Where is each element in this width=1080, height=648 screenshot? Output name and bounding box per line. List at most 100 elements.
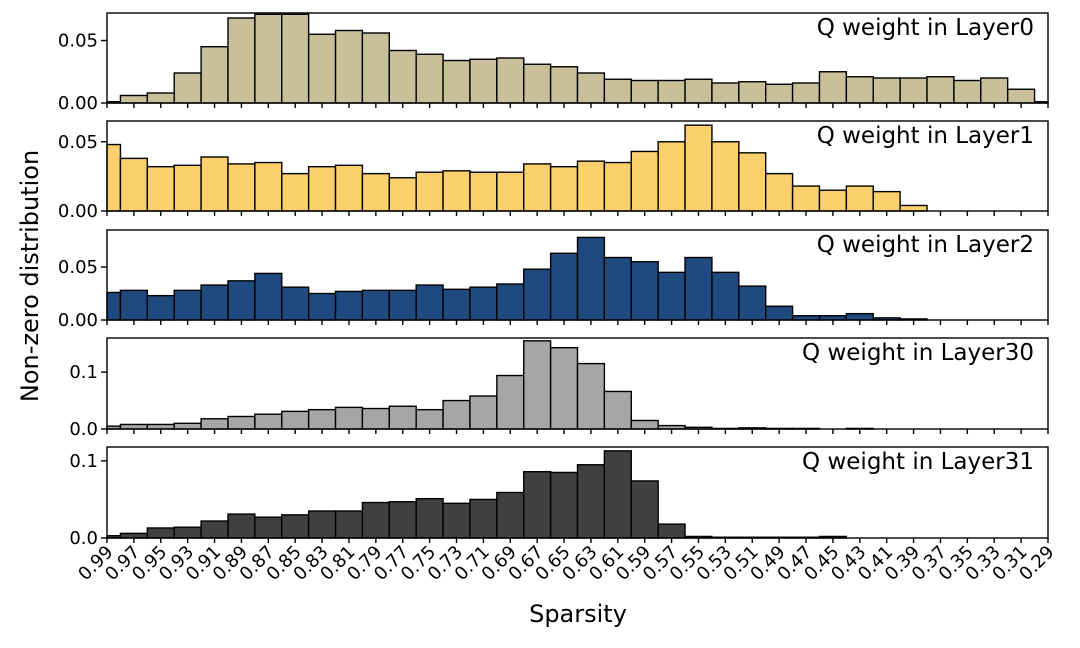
y-tick-label: 0.00 [58, 310, 98, 331]
bar [738, 81, 767, 104]
bar [334, 510, 364, 539]
bar [523, 268, 552, 321]
panel-frame [106, 446, 1049, 539]
bar [496, 374, 525, 430]
panel-title: Q weight in Layer1 [817, 123, 1034, 149]
bar [496, 57, 525, 104]
bar [549, 346, 579, 430]
bar [281, 13, 310, 104]
bar [254, 13, 283, 104]
bar [603, 390, 632, 430]
bar [576, 72, 606, 104]
bar [684, 256, 713, 321]
bar [576, 160, 606, 212]
bar [523, 340, 552, 430]
bar [899, 204, 928, 212]
bar [765, 172, 794, 212]
bar [173, 289, 202, 321]
bar [254, 516, 283, 539]
bar [307, 165, 337, 212]
bar [307, 292, 337, 321]
bar [603, 161, 632, 212]
bar [576, 464, 606, 539]
bar [926, 76, 955, 104]
bar [119, 289, 149, 321]
panel-layer-0: 0.00 0.05 Q weight in Layer0 [58, 12, 1049, 114]
x-axis-label: Sparsity [529, 600, 627, 628]
bar [603, 256, 632, 321]
bar [361, 289, 390, 321]
bar [845, 76, 874, 104]
bar [496, 171, 525, 212]
bar [818, 71, 848, 104]
bar [388, 49, 417, 104]
bar [146, 294, 175, 321]
bar [657, 79, 686, 104]
bar [980, 77, 1009, 104]
bar [872, 190, 901, 212]
bar [415, 284, 444, 321]
panel-layer-4: 0.0 0.1 Q weight in Layer31 [69, 446, 1049, 549]
bar [791, 82, 821, 104]
bar [334, 164, 364, 212]
y-tick-label: 0.05 [58, 31, 98, 52]
bar [549, 66, 579, 104]
bar [442, 170, 471, 212]
bar [630, 150, 659, 212]
bar [281, 514, 310, 539]
panel-title: Q weight in Layer2 [817, 232, 1034, 258]
bar [146, 527, 175, 539]
bar [173, 164, 202, 212]
bar [334, 406, 364, 430]
bar [576, 236, 606, 321]
bar [307, 510, 337, 539]
bar [388, 501, 417, 539]
bar [469, 58, 498, 104]
bar [684, 78, 713, 104]
bar [307, 33, 337, 104]
bar [227, 17, 256, 104]
bar [227, 163, 256, 212]
bar [173, 72, 202, 104]
bar [630, 79, 659, 104]
y-axis-label: Non-zero distribution [16, 150, 44, 402]
bar [630, 261, 659, 321]
bar [765, 83, 794, 104]
bar [711, 82, 740, 104]
bar [845, 312, 874, 321]
bar [442, 288, 471, 321]
bar [791, 185, 821, 212]
bar [227, 415, 256, 430]
bar [200, 520, 229, 539]
bar [254, 413, 283, 430]
bar [146, 165, 175, 212]
bar [469, 395, 498, 430]
bar [415, 53, 444, 104]
bar [549, 471, 579, 539]
bar [388, 405, 417, 430]
y-tick-label: 0.05 [58, 132, 98, 153]
bar [334, 29, 364, 104]
bar [549, 165, 579, 212]
bar [657, 523, 686, 539]
y-tick-label: 0.05 [58, 257, 98, 278]
bar [227, 280, 256, 321]
bar [469, 498, 498, 539]
y-tick-label: 0.00 [58, 93, 98, 114]
bar [106, 143, 122, 212]
bar [415, 497, 444, 539]
bar [872, 77, 901, 104]
bar [361, 407, 390, 430]
bar [119, 157, 149, 212]
bar [496, 491, 525, 539]
bar [388, 177, 417, 212]
bar [361, 501, 390, 539]
bar [307, 408, 337, 430]
panel-frame [106, 229, 1049, 321]
bar [173, 422, 202, 430]
panel-title: Q weight in Layer31 [802, 449, 1034, 475]
bar [200, 418, 229, 430]
bar [603, 450, 632, 539]
bar [281, 410, 310, 430]
panel-frame [106, 12, 1049, 104]
